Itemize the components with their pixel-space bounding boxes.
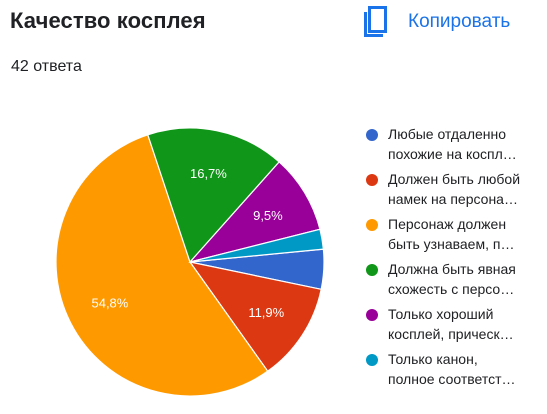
legend-label-line: похожие на коспл…: [388, 146, 517, 162]
legend-item[interactable]: Только хороший косплей, прическ…: [366, 304, 544, 349]
legend-label: Должен быть любой намек на персона…: [388, 169, 530, 209]
legend-label: Только канон, полное соответст…: [388, 349, 530, 389]
legend-label-line: Должна быть явная: [388, 261, 516, 277]
copy-button[interactable]: Копировать: [362, 3, 542, 41]
legend-swatch: [366, 264, 378, 276]
legend-item[interactable]: Персонаж должен быть узнаваем, п…: [366, 214, 544, 259]
legend-label-line: намек на персона…: [388, 191, 518, 207]
legend-label-line: Только канон,: [388, 351, 478, 367]
slice-label: 9,5%: [253, 208, 283, 223]
legend-item[interactable]: Только канон, полное соответст…: [366, 349, 544, 394]
slice-label: 54,8%: [91, 296, 128, 311]
pie-slice[interactable]: [147, 127, 280, 264]
legend-item[interactable]: Любые отдаленно похожие на коспл…: [366, 124, 544, 169]
legend-swatch: [366, 129, 378, 141]
legend-label-line: Должен быть любой: [388, 171, 521, 187]
slice-label: 16,7%: [190, 166, 227, 181]
response-count: 42 ответа: [11, 58, 82, 75]
legend-label: Только хороший косплей, прическ…: [388, 304, 530, 344]
legend-label-line: полное соответст…: [388, 371, 516, 387]
legend-label-line: быть узнаваем, п…: [388, 236, 515, 252]
slice-label: 11,9%: [248, 305, 284, 320]
copy-button-label: Копировать: [408, 11, 511, 32]
chart-title: Качество косплея: [10, 8, 206, 33]
copy-icon: [364, 6, 387, 37]
legend-item[interactable]: Должен быть любой намек на персона…: [366, 169, 544, 214]
legend-label-line: Любые отдаленно: [388, 126, 507, 142]
legend-label: Должна быть явная схожесть с персо…: [388, 259, 530, 299]
legend-swatch: [366, 354, 378, 366]
pie-slice[interactable]: [188, 261, 322, 373]
legend-item[interactable]: Должна быть явная схожесть с персо…: [366, 259, 544, 304]
legend-label-line: Персонаж должен: [388, 216, 507, 232]
legend-label: Любые отдаленно похожие на коспл…: [388, 124, 530, 164]
legend-label-line: Только хороший: [388, 306, 494, 322]
legend-swatch: [366, 219, 378, 231]
legend-swatch: [366, 309, 378, 321]
legend-label-line: косплей, прическ…: [388, 326, 514, 342]
pie-chart: 11,9% 54,8% 16,7% 9,5%: [55, 127, 325, 397]
pie-slice[interactable]: [55, 134, 269, 397]
legend-swatch: [366, 174, 378, 186]
chart-legend: Любые отдаленно похожие на коспл… Должен б…: [366, 124, 544, 394]
pie-slice[interactable]: [189, 228, 325, 263]
legend-label: Персонаж должен быть узнаваем, п…: [388, 214, 530, 254]
pie-chart-svg: 11,9% 54,8% 16,7% 9,5%: [55, 127, 325, 397]
legend-label-line: схожесть с персо…: [388, 281, 515, 297]
